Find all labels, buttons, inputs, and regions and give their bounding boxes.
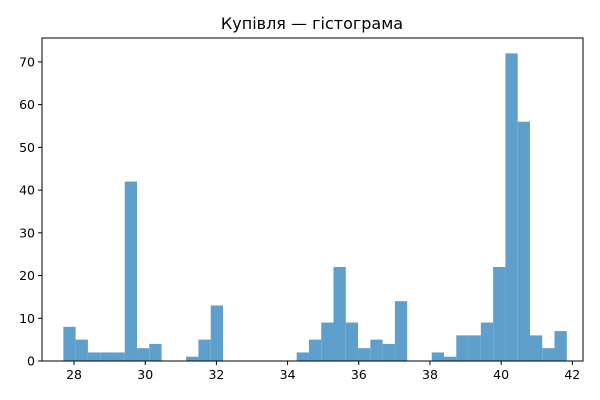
y-tick-label: 70 bbox=[19, 54, 35, 69]
histogram-bar bbox=[358, 348, 371, 361]
y-tick-label: 40 bbox=[19, 183, 35, 198]
histogram-bar bbox=[112, 352, 125, 361]
x-tick-label: 38 bbox=[422, 367, 438, 382]
histogram-bar bbox=[100, 352, 113, 361]
y-axis: 0 10 20 30 40 50 60 70 bbox=[19, 54, 42, 369]
histogram-bar bbox=[505, 53, 518, 361]
y-tick-label: 60 bbox=[19, 97, 35, 112]
histogram-bar bbox=[517, 121, 530, 361]
histogram-bar bbox=[75, 339, 88, 361]
histogram-bar bbox=[394, 301, 408, 361]
histogram-bar bbox=[210, 305, 223, 361]
histogram-bar bbox=[370, 339, 383, 361]
x-tick-label: 30 bbox=[137, 367, 153, 382]
histogram-bar bbox=[149, 343, 162, 361]
histogram-bar bbox=[333, 267, 346, 361]
y-tick-label: 0 bbox=[27, 354, 35, 369]
chart-title: Купівля — гістограма bbox=[221, 14, 403, 33]
histogram-bar bbox=[296, 352, 309, 361]
histogram-bar bbox=[382, 343, 395, 361]
y-tick-label: 50 bbox=[19, 140, 35, 155]
histogram-bar bbox=[137, 348, 150, 361]
histogram-bar bbox=[554, 331, 567, 361]
histogram-bar bbox=[542, 348, 555, 361]
histogram-bar bbox=[456, 335, 469, 361]
histogram-bar bbox=[493, 267, 506, 361]
x-tick-label: 40 bbox=[493, 367, 509, 382]
histogram-bar bbox=[308, 339, 322, 361]
y-tick-label: 30 bbox=[19, 225, 35, 240]
histogram-bar bbox=[63, 326, 76, 361]
histogram-bar bbox=[468, 335, 481, 361]
histogram-bar bbox=[186, 356, 199, 361]
x-axis: 28 30 32 34 36 38 40 42 bbox=[66, 361, 580, 382]
x-tick-label: 32 bbox=[208, 367, 224, 382]
histogram-bar bbox=[198, 339, 211, 361]
histogram-bar bbox=[444, 356, 457, 361]
histogram-bar bbox=[345, 322, 359, 361]
histogram-bar bbox=[321, 322, 334, 361]
y-tick-label: 10 bbox=[19, 311, 35, 326]
x-tick-label: 34 bbox=[280, 367, 296, 382]
histogram-bar bbox=[124, 181, 138, 361]
bars-group bbox=[63, 53, 567, 361]
x-tick-label: 28 bbox=[66, 367, 82, 382]
histogram-bar bbox=[480, 322, 494, 361]
x-tick-label: 42 bbox=[564, 367, 580, 382]
histogram-bar bbox=[529, 335, 543, 361]
histogram-bar bbox=[87, 352, 101, 361]
histogram-bar bbox=[431, 352, 445, 361]
plot-frame bbox=[41, 37, 584, 362]
y-tick-label: 20 bbox=[19, 268, 35, 283]
x-tick-label: 36 bbox=[351, 367, 367, 382]
